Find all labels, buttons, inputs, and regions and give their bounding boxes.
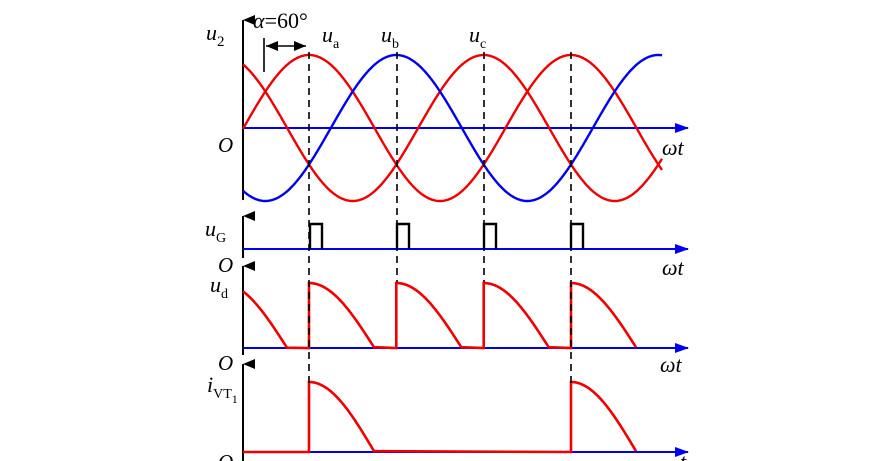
panel-u2: u2 O ωt α=60° ua ub uc xyxy=(206,8,689,203)
ivt1-origin-label: O xyxy=(218,450,233,461)
thyristor-current-wave xyxy=(243,380,638,454)
u2-origin-label: O xyxy=(218,133,233,157)
alpha-arrow-left xyxy=(266,41,278,51)
gate-pulse xyxy=(569,222,585,249)
phase-b-label: ub xyxy=(381,22,399,52)
gate-pulse xyxy=(395,222,411,249)
panel-ug: uG O ωt xyxy=(205,211,689,280)
ug-axis-label: uG xyxy=(205,216,226,246)
phase-b-wave xyxy=(242,53,663,203)
ud-axis-label: ud xyxy=(210,272,228,302)
panel-ivt1: iVT1 O t xyxy=(207,359,689,461)
ug-x-label: ωt xyxy=(662,255,685,280)
ud-origin-label: O xyxy=(218,351,233,375)
u2-x-label: ωt xyxy=(662,135,685,160)
gate-pulse xyxy=(482,222,498,249)
ivt1-axis-label: iVT1 xyxy=(207,372,238,406)
ud-x-label: ωt xyxy=(660,352,683,377)
phase-c-label: uc xyxy=(469,22,486,52)
u2-axis-label: u2 xyxy=(206,20,225,50)
firing-guides xyxy=(308,52,572,385)
ug-origin-label: O xyxy=(218,253,233,277)
phase-a-label: ua xyxy=(322,22,340,52)
ivt1-x-label: t xyxy=(680,449,687,461)
phase-c-wave xyxy=(242,53,664,203)
panel-ud: ud O ωt xyxy=(210,261,689,377)
gate-pulse xyxy=(308,222,324,249)
alpha-arrow-right xyxy=(294,41,306,51)
output-voltage-wave xyxy=(242,281,638,350)
alpha-label: α=60° xyxy=(253,8,308,33)
phase-a-wave xyxy=(241,53,663,203)
